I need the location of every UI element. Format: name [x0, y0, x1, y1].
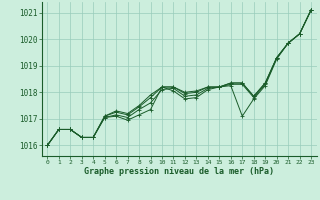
X-axis label: Graphe pression niveau de la mer (hPa): Graphe pression niveau de la mer (hPa) — [84, 167, 274, 176]
